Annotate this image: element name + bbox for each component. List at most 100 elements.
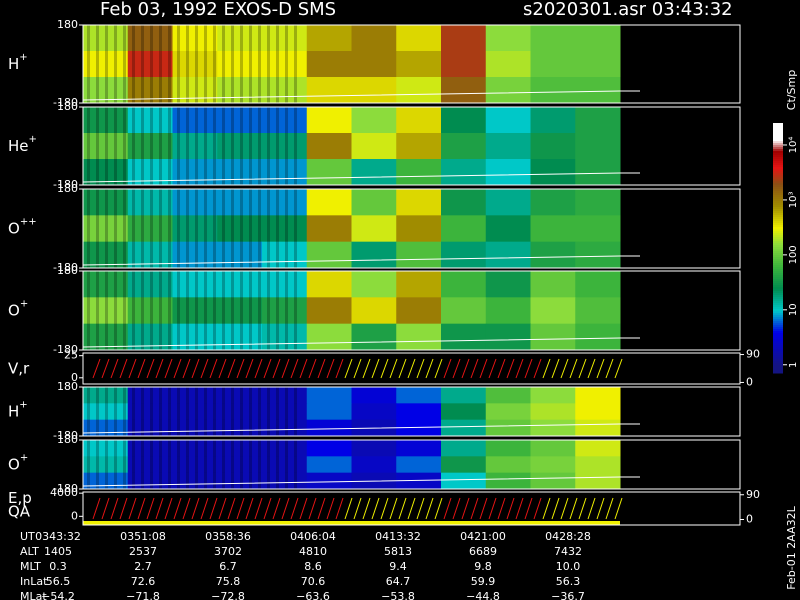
heat-cell (441, 472, 487, 490)
y-tick-label: -180 (53, 178, 78, 191)
spin-stripe (132, 387, 135, 436)
velocity-trace (218, 497, 227, 520)
panel-label: E,p (8, 489, 32, 507)
colorbar-segment (773, 143, 783, 146)
velocity-trace (281, 497, 290, 520)
velocity-trace (173, 497, 182, 520)
spin-stripe (294, 25, 297, 103)
heat-cell (485, 107, 531, 134)
colorbar-segment (773, 157, 783, 160)
velocity-trace (551, 497, 560, 520)
heat-cell (127, 51, 173, 78)
spin-stripe (96, 107, 99, 185)
heat-cell (485, 440, 531, 457)
velocity-trace (182, 497, 191, 520)
velocity-trace (326, 497, 335, 520)
heat-cell (485, 419, 531, 437)
heat-cell (530, 25, 576, 52)
spin-stripe (195, 440, 198, 489)
panel-label-sup: ++ (20, 217, 37, 228)
spin-stripe (204, 387, 207, 436)
spin-stripe (258, 271, 261, 350)
panel-label-text: O (8, 219, 20, 237)
heat-cell (351, 215, 397, 243)
velocity-trace (290, 358, 299, 379)
heat-cell (172, 419, 218, 437)
spin-stripe (150, 25, 153, 103)
colorbar-segment (773, 173, 783, 176)
panel-label-sup: + (19, 400, 27, 411)
velocity-trace (416, 358, 425, 379)
panel-frame (82, 106, 741, 186)
spin-stripe (87, 25, 90, 103)
colorbar-segment (773, 153, 783, 156)
spin-stripe (87, 440, 90, 489)
velocity-trace (182, 358, 191, 379)
panel-label-sup: + (29, 134, 37, 145)
heat-cell (530, 77, 576, 104)
table-cell: −63.6 (296, 590, 330, 600)
spin-stripe (87, 387, 90, 436)
y-tick-label: 180 (57, 264, 78, 277)
velocity-trace (461, 358, 470, 379)
velocity-trace (614, 497, 623, 520)
heat-cell (485, 215, 531, 243)
velocity-trace (227, 358, 236, 379)
heat-cell (575, 440, 621, 457)
colorbar-segment (773, 333, 783, 336)
colorbar-segment (773, 253, 783, 256)
heat-cell (172, 107, 218, 134)
velocity-trace (578, 497, 587, 520)
velocity-trace (173, 358, 182, 379)
heat-cell (306, 419, 352, 437)
spin-stripe (294, 387, 297, 436)
velocity-trace (353, 358, 362, 379)
spin-stripe (132, 189, 135, 268)
colorbar-segment (773, 345, 783, 348)
spin-stripe (87, 189, 90, 268)
heat-cell (306, 107, 352, 134)
velocity-trace (164, 358, 173, 379)
colorbar-segment (773, 267, 783, 270)
colorbar-segment (773, 131, 783, 134)
spin-stripe (105, 25, 108, 103)
heat-cell (575, 25, 621, 52)
colorbar-segment (773, 275, 783, 278)
spin-stripe (249, 387, 252, 436)
velocity-trace (596, 497, 605, 520)
heat-cell (351, 133, 397, 160)
colorbar-segment (773, 141, 783, 144)
heat-cell (441, 271, 487, 298)
heat-cell (485, 403, 531, 421)
spin-stripe (249, 189, 252, 268)
velocity-trace (128, 497, 137, 520)
panel-label: O+ (8, 453, 28, 474)
spin-stripe (204, 271, 207, 350)
heat-cell (217, 241, 263, 269)
colorbar-segment (773, 179, 783, 182)
trajectory-line (82, 476, 640, 487)
spin-stripe (105, 107, 108, 185)
colorbar-segment (773, 213, 783, 216)
colorbar-segment (773, 369, 783, 372)
heat-cell (262, 159, 308, 186)
colorbar-segment (773, 295, 783, 298)
velocity-trace (596, 358, 605, 379)
colorbar-segment (773, 343, 783, 346)
colorbar-segment (773, 273, 783, 276)
velocity-trace (479, 497, 488, 520)
spin-stripe (141, 271, 144, 350)
spin-stripe (276, 189, 279, 268)
colorbar-segment (773, 201, 783, 204)
heat-cell (351, 403, 397, 421)
velocity-trace (371, 358, 380, 379)
heat-cell (262, 440, 308, 457)
table-cell: 64.7 (386, 575, 411, 588)
table-cell: 9.4 (389, 560, 407, 573)
spin-stripe (177, 387, 180, 436)
velocity-trace (443, 358, 452, 379)
spin-stripe (276, 271, 279, 350)
velocity-trace (362, 358, 371, 379)
heat-cell (306, 241, 352, 269)
